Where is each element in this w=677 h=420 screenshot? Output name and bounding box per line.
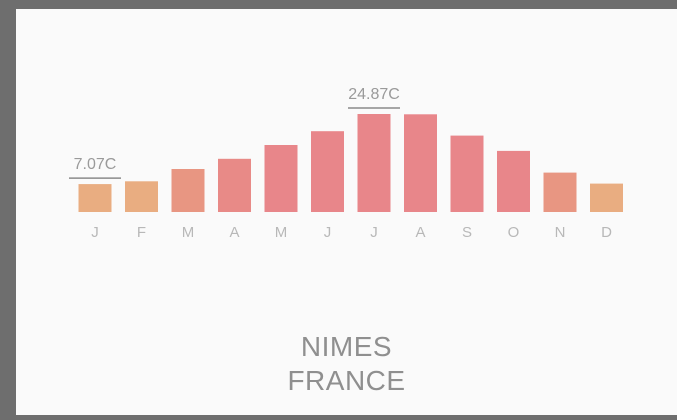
month-tick-label: J: [91, 224, 99, 241]
bar-12: [590, 183, 623, 212]
annotation-value-label: 7.07C: [74, 156, 117, 173]
annotation-value-label: 24.87C: [348, 86, 400, 103]
bar-4: [218, 158, 251, 212]
month-tick-label: N: [555, 224, 566, 241]
month-tick-label: O: [508, 224, 520, 241]
month-tick-label: F: [137, 224, 146, 241]
bar-1: [78, 184, 112, 212]
bar-6: [311, 131, 344, 212]
month-tick-label: M: [182, 224, 195, 241]
bar-2: [125, 181, 158, 212]
bar-11: [543, 172, 577, 212]
bar-10: [497, 150, 530, 212]
month-tick-label: J: [324, 224, 332, 241]
month-tick-label: A: [229, 224, 239, 241]
month-tick-label: A: [415, 224, 425, 241]
month-tick-label: M: [275, 224, 288, 241]
month-tick-label: S: [462, 224, 472, 241]
month-tick-label: J: [370, 224, 378, 241]
bar-3: [171, 169, 205, 212]
bar-8: [404, 114, 437, 212]
country-label: FRANCE: [287, 365, 406, 396]
city-label: NIMES: [300, 331, 393, 362]
bar-7: [357, 114, 391, 212]
bar-9: [450, 135, 484, 212]
month-tick-label: D: [601, 224, 612, 241]
bar-5: [264, 145, 298, 212]
